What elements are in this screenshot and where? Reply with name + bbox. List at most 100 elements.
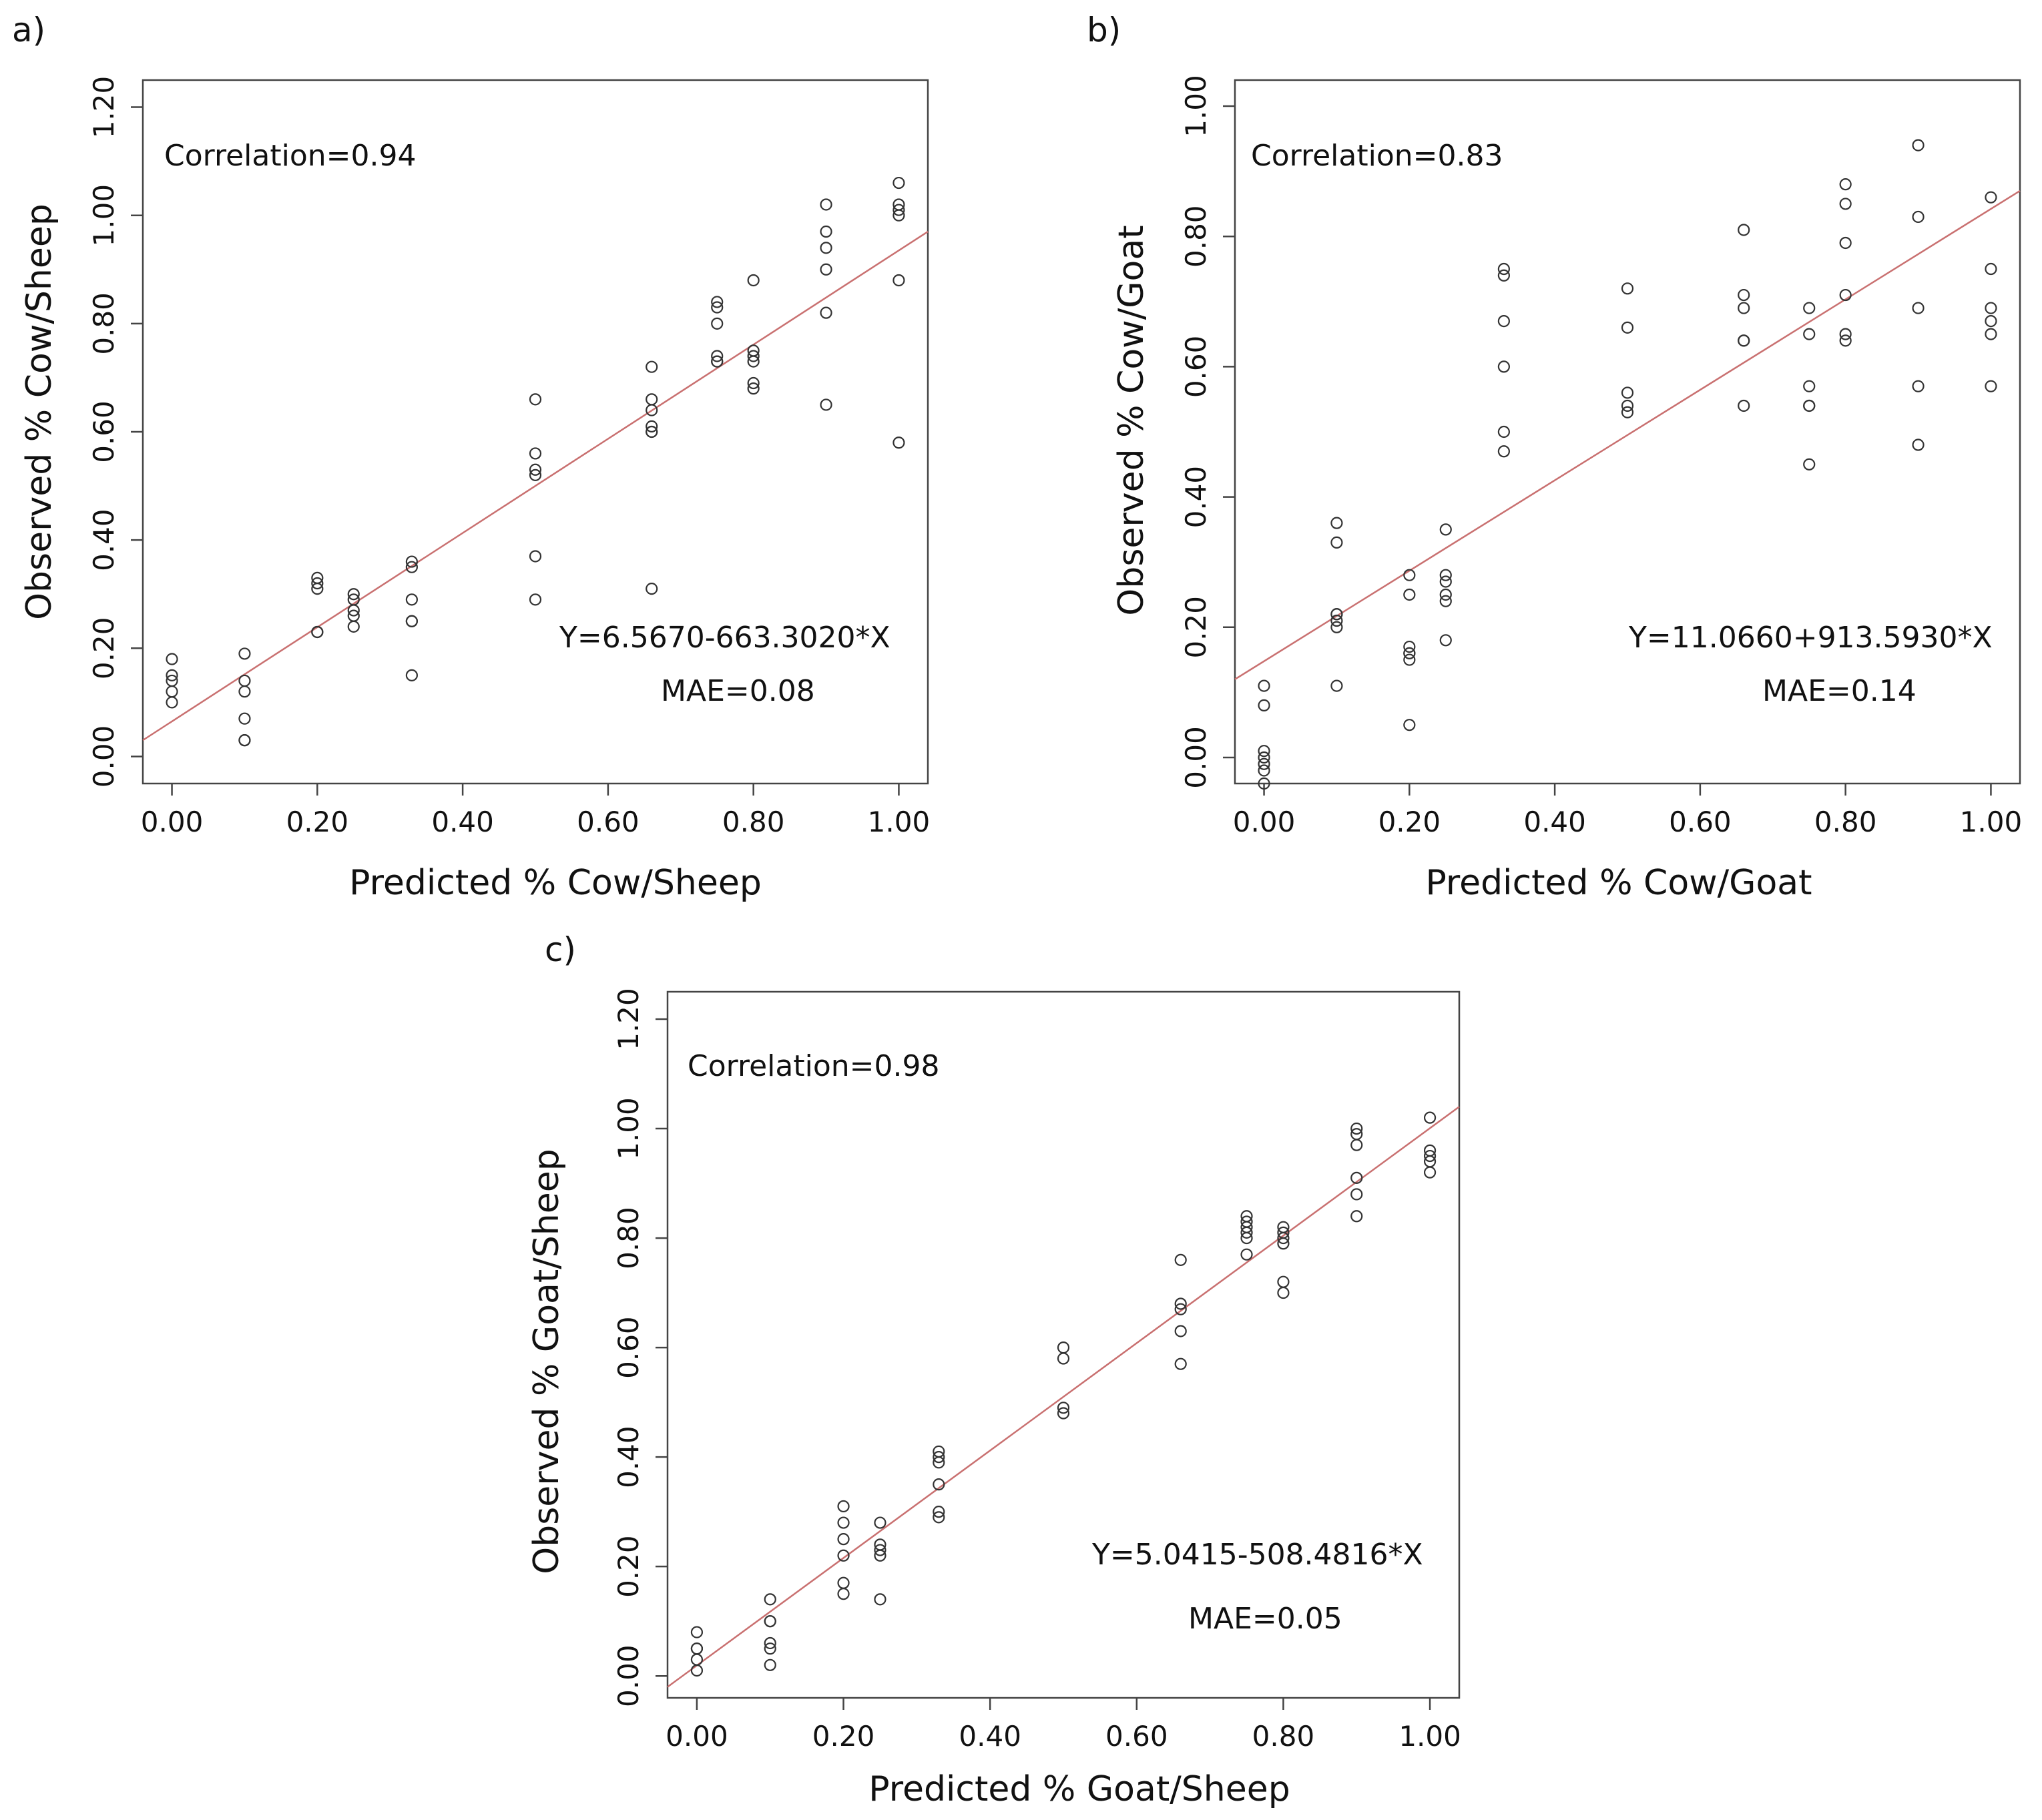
data-point: [1912, 210, 1925, 224]
data-point: [1174, 1253, 1187, 1266]
data-point: [820, 198, 832, 211]
x-tick-label: 0.60: [1669, 806, 1732, 838]
data-point: [1423, 1111, 1437, 1124]
data-point: [711, 317, 724, 330]
data-point: [1497, 314, 1510, 328]
data-point: [1439, 595, 1452, 607]
data-point: [1350, 1188, 1363, 1201]
correlation-annotation: Correlation=0.94: [164, 139, 416, 173]
data-point: [1803, 302, 1816, 314]
data-point: [747, 355, 760, 368]
data-point: [238, 734, 251, 747]
data-point: [837, 1549, 850, 1562]
y-tick-label: 0.40: [87, 509, 120, 571]
data-point: [1423, 1166, 1437, 1179]
panel-a: a) 0.00 0.20 0.40 0.60 0.80 1.000.000.200.400…: [12, 11, 930, 903]
data-point: [1839, 236, 1852, 250]
data-point: [1057, 1402, 1070, 1414]
y-tick-label: 0.60: [612, 1316, 645, 1379]
data-point: [1497, 262, 1510, 276]
data-point: [646, 425, 658, 438]
data-point: [1350, 1171, 1363, 1184]
data-point: [1439, 523, 1452, 536]
data-point: [1839, 334, 1852, 347]
data-point: [1803, 458, 1816, 471]
data-point: [1330, 621, 1343, 633]
y-tick-label: 1.20: [612, 988, 645, 1050]
data-point: [646, 420, 658, 432]
data-point: [711, 350, 724, 362]
data-point: [820, 242, 832, 254]
regression-line: [1234, 190, 2021, 680]
data-point: [1803, 380, 1816, 392]
data-point: [1174, 1357, 1187, 1370]
y-tick-label: 0.20: [87, 617, 120, 680]
data-point: [874, 1544, 886, 1556]
y-tick-label: 1.20: [87, 76, 120, 139]
tick-layer: 0.00 0.20 0.40 0.60 0.80 1.00 0.00 0.20 0.40 0.60…: [1180, 75, 2022, 838]
data-point: [1277, 1231, 1290, 1245]
data-point: [311, 625, 324, 639]
data-point: [837, 1576, 850, 1589]
y-tick-label: 1.00: [612, 1097, 645, 1160]
mae-annotation: MAE=0.08: [661, 674, 815, 708]
data-point: [1621, 282, 1634, 295]
data-point: [933, 1511, 945, 1524]
equation-annotation: Y=5.0415-508.4816*X: [1091, 1538, 1423, 1572]
data-point: [820, 398, 832, 411]
data-point: [1738, 334, 1750, 347]
data-point: [1621, 386, 1634, 399]
x-tick-label: 0.40: [959, 1720, 1021, 1753]
data-point: [529, 447, 542, 460]
data-point: [1258, 679, 1270, 692]
data-point: [874, 1549, 886, 1562]
data-point: [1174, 1303, 1187, 1315]
plot-frame: [666, 990, 1461, 1699]
y-tick-label: 0.80: [1180, 205, 1212, 268]
data-point: [747, 274, 760, 287]
data-point: [1403, 569, 1416, 581]
data-point: [690, 1664, 704, 1677]
data-point: [646, 393, 658, 406]
data-point: [1258, 764, 1270, 777]
data-point: [238, 674, 251, 687]
data-point: [820, 306, 832, 319]
data-point: [238, 685, 251, 698]
x-tick-label: 1.00: [1960, 806, 2023, 838]
data-point: [711, 355, 724, 368]
data-point: [1240, 1248, 1253, 1261]
panel-b: b) 0.00 0.20 0.40 0.60 0.80 1.000.000.200.400…: [1087, 11, 2022, 903]
data-point: [933, 1506, 945, 1518]
y-tick-label: 0.00: [87, 725, 120, 788]
x-tick-label: 0.20: [1378, 806, 1441, 838]
x-tick-label: 0.40: [431, 806, 494, 838]
data-point: [1174, 1297, 1187, 1310]
data-point: [690, 1642, 704, 1655]
data-point: [166, 685, 178, 698]
x-axis-title: Predicted % Cow/Sheep: [349, 863, 762, 903]
data-point: [933, 1451, 945, 1464]
x-axis-title: Predicted % Goat/Sheep: [868, 1769, 1290, 1809]
data-point: [1350, 1210, 1363, 1223]
data-point: [1240, 1226, 1253, 1239]
data-point: [1403, 653, 1416, 666]
data-point: [747, 382, 760, 395]
y-axis-title: Observed % Cow/Goat: [1111, 225, 1152, 615]
data-point: [347, 604, 360, 617]
x-tick-label: 0.80: [722, 806, 785, 838]
data-point: [405, 593, 418, 606]
data-point: [529, 593, 542, 606]
data-point: [764, 1636, 776, 1650]
x-axis-title: Predicted % Cow/Goat: [1425, 863, 1812, 903]
x-tick-label: 0.20: [812, 1720, 875, 1753]
data-point: [1258, 745, 1270, 757]
data-point: [1403, 719, 1416, 731]
x-tick-label: 1.00: [868, 806, 931, 838]
data-point: [837, 1500, 850, 1513]
panel-label: b): [1087, 11, 1121, 49]
mae-annotation: MAE=0.14: [1762, 674, 1917, 708]
data-point: [1258, 757, 1270, 770]
data-point: [646, 360, 658, 373]
data-point: [311, 583, 324, 595]
y-tick-label: 0.60: [1180, 336, 1212, 398]
